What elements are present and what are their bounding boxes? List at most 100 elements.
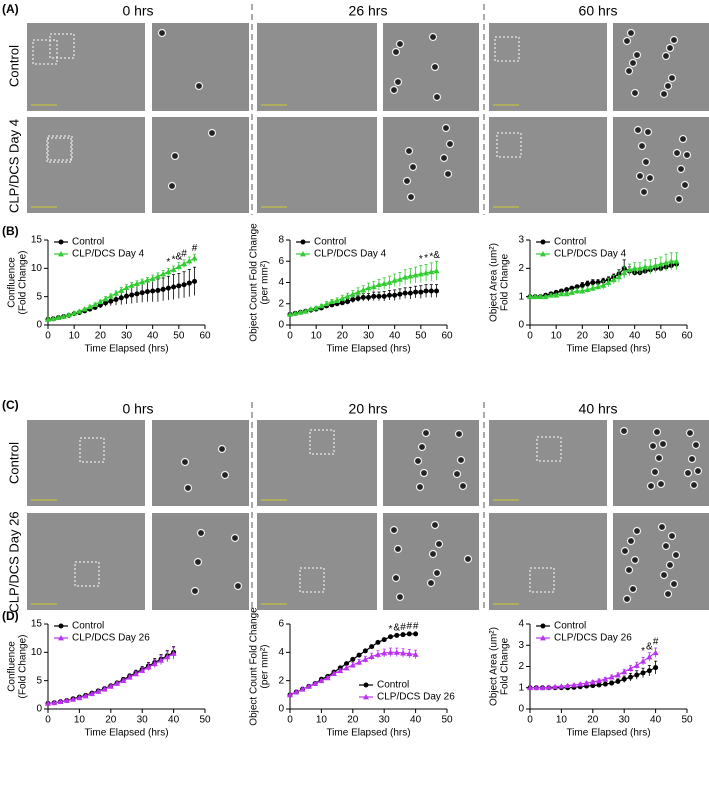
cell: [190, 586, 200, 596]
data-point: [636, 265, 643, 271]
roi-box: [47, 135, 73, 161]
data-point: [558, 683, 565, 689]
cell: [643, 127, 653, 137]
data-point: [374, 651, 381, 657]
y-tick-label: 3: [518, 640, 524, 651]
y-tick-label: 8: [278, 235, 284, 246]
time-header: 26 hrs: [349, 3, 388, 19]
y-tick-label: 2: [518, 661, 524, 672]
legend-label: Control: [72, 237, 104, 248]
data-point: [154, 273, 161, 279]
cell: [441, 123, 451, 133]
data-point: [407, 273, 414, 279]
data-point: [307, 306, 314, 312]
data-point: [663, 259, 670, 266]
data-point: [128, 282, 135, 288]
data-point: [647, 263, 654, 270]
data-point: [133, 280, 140, 287]
data-point: [600, 282, 607, 288]
cell: [685, 428, 695, 438]
data-point: [76, 694, 83, 701]
data-point: [621, 668, 628, 675]
data-point: [50, 315, 57, 322]
significance-mark: *: [389, 624, 393, 635]
cell: [645, 173, 655, 183]
data-point: [392, 292, 398, 298]
data-point: [633, 662, 640, 668]
data-point: [412, 272, 419, 278]
data-point: [609, 680, 615, 686]
x-tick-label: 40: [410, 715, 422, 726]
y-tick-label: 15: [31, 235, 43, 246]
cell: [432, 92, 442, 102]
x-axis-label: Time Elapsed (hrs): [326, 344, 410, 355]
data-point: [88, 690, 95, 697]
cell: [456, 455, 466, 465]
data-point: [318, 677, 325, 684]
data-point: [423, 288, 429, 294]
significance-mark: &: [646, 641, 653, 652]
data-point: [407, 290, 413, 296]
data-point: [63, 697, 70, 703]
data-point: [621, 676, 627, 682]
y-axis-label: Object Area (um²): [489, 627, 500, 706]
micrograph-zoom: [383, 117, 479, 213]
micrograph: [489, 513, 607, 610]
significance-mark: #: [407, 621, 413, 632]
cell: [443, 169, 453, 179]
data-point: [107, 683, 114, 689]
cell: [391, 47, 401, 57]
data-point: [610, 276, 617, 283]
data-point: [191, 255, 198, 261]
roi-box: [529, 567, 555, 593]
data-point: [350, 656, 356, 662]
cell: [395, 39, 405, 49]
x-tick-label: 40: [629, 331, 641, 342]
data-point: [356, 652, 362, 658]
micrograph-zoom: [613, 23, 709, 111]
data-point: [563, 290, 570, 297]
data-point: [344, 661, 350, 667]
micrograph: [489, 420, 607, 506]
cell: [428, 32, 438, 42]
legend-label: Control: [554, 621, 586, 632]
data-point: [402, 274, 409, 280]
cell: [417, 442, 427, 452]
cell: [691, 440, 701, 450]
cell: [421, 428, 431, 438]
cell: [678, 134, 688, 144]
cell: [230, 533, 240, 543]
data-point: [381, 650, 388, 656]
cell: [667, 73, 677, 83]
data-point: [564, 287, 570, 293]
y-tick-label: 3: [518, 235, 524, 246]
legend-marker: [540, 251, 546, 257]
data-point: [397, 291, 403, 297]
y-tick-label: 0: [36, 320, 42, 331]
data-point: [537, 293, 544, 300]
data-point: [428, 268, 435, 275]
data-point: [640, 658, 647, 664]
data-point: [375, 639, 381, 645]
data-point: [590, 280, 596, 285]
data-point: [292, 310, 299, 316]
cell: [648, 441, 658, 451]
data-point: [584, 286, 591, 292]
time-header: 0 hrs: [122, 3, 153, 19]
data-point: [101, 686, 108, 692]
data-point: [139, 278, 146, 285]
y-axis-label: Object Area (um²): [489, 243, 500, 322]
time-header: 40 hrs: [579, 401, 618, 417]
roi-box: [299, 567, 325, 593]
data-point: [362, 656, 369, 662]
cell: [654, 453, 664, 463]
data-point: [657, 261, 664, 267]
cell: [445, 139, 455, 149]
significance-mark: *: [166, 257, 170, 268]
cell: [157, 28, 167, 38]
data-point: [375, 281, 382, 288]
legend-marker: [300, 239, 306, 245]
data-point: [360, 286, 367, 293]
x-tick-label: 30: [619, 715, 631, 726]
data-point: [129, 292, 135, 298]
